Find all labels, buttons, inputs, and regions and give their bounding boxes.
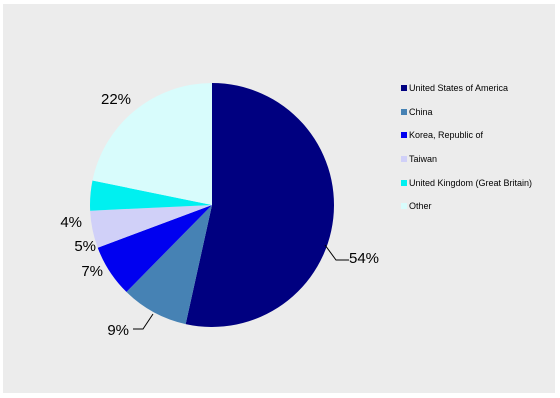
data-label-other: 22% bbox=[101, 91, 131, 108]
data-label-uk: 4% bbox=[60, 214, 82, 231]
legend-label: United States of America bbox=[409, 83, 509, 93]
legend-swatch bbox=[401, 132, 407, 139]
legend-label: Other bbox=[409, 201, 432, 212]
pie-slice-taiwan bbox=[90, 205, 212, 248]
data-label-usa: 54% bbox=[349, 250, 379, 267]
legend-item-korea: Korea, Republic of bbox=[401, 129, 532, 141]
data-label-korea: 7% bbox=[81, 263, 103, 280]
legend: United States of America China Korea, Re… bbox=[401, 82, 532, 224]
legend-item-taiwan: Taiwan bbox=[401, 153, 532, 165]
legend-label: Taiwan bbox=[409, 154, 438, 165]
legend-swatch bbox=[401, 156, 407, 163]
pie-slice-other bbox=[92, 83, 212, 205]
legend-swatch bbox=[401, 203, 407, 210]
legend-swatch bbox=[401, 85, 407, 91]
pie-slice-korea bbox=[97, 205, 212, 292]
legend-item-usa: United States of America bbox=[401, 82, 532, 94]
data-label-china: 9% bbox=[107, 322, 129, 339]
legend-label: China bbox=[409, 106, 433, 117]
legend-item-uk: United Kingdom (Great Britain) bbox=[401, 177, 532, 189]
legend-swatch bbox=[401, 108, 407, 115]
pie-slice-china bbox=[126, 205, 212, 325]
leader-line-usa bbox=[324, 244, 349, 261]
legend-item-china: China bbox=[401, 106, 532, 118]
legend-label: Korea, Republic of bbox=[409, 130, 484, 141]
legend-label: United Kingdom (Great Britain) bbox=[409, 177, 533, 188]
legend-item-other: Other bbox=[401, 200, 532, 212]
pie-slice-uk bbox=[90, 180, 212, 211]
leader-line-china bbox=[133, 313, 154, 330]
pie-chart: 54% 9% 7% 5% 4% 22% bbox=[60, 83, 379, 339]
chart-area: 54% 9% 7% 5% 4% 22% United States of America … bbox=[3, 4, 555, 393]
data-label-taiwan: 5% bbox=[74, 238, 96, 255]
legend-swatch bbox=[401, 179, 407, 186]
pie-slice-usa bbox=[185, 83, 335, 327]
